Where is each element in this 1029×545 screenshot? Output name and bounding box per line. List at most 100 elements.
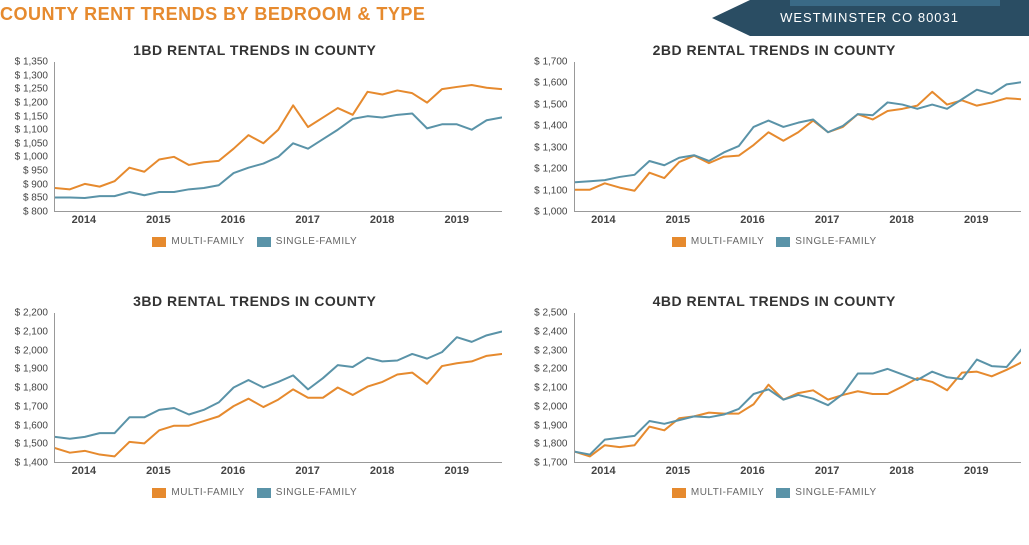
x-tick: 2016 (740, 214, 764, 226)
x-tick: 2017 (815, 214, 839, 226)
x-tick: 2018 (370, 465, 394, 477)
plot-area (54, 313, 502, 463)
plot-area (54, 62, 502, 212)
y-axis: $ 1,400$ 1,500$ 1,600$ 1,700$ 1,800$ 1,9… (4, 313, 54, 483)
legend: MULTI-FAMILY SINGLE-FAMILY (4, 487, 506, 501)
legend-label: SINGLE-FAMILY (795, 236, 876, 247)
legend-swatch (776, 488, 790, 498)
x-tick: 2019 (445, 465, 469, 477)
y-tick: $ 1,600 (15, 420, 48, 431)
y-tick: $ 1,000 (15, 152, 48, 163)
legend-swatch (672, 488, 686, 498)
plot-area-container: $ 1,000$ 1,100$ 1,200$ 1,300$ 1,400$ 1,5… (524, 62, 1026, 232)
legend-item-multi: MULTI-FAMILY (672, 487, 764, 498)
legend-item-multi: MULTI-FAMILY (672, 236, 764, 247)
chart-1bd: 1BD RENTAL TRENDS IN COUNTY $ 800 $ 850 $ 9… (0, 42, 510, 289)
legend-label: MULTI-FAMILY (171, 236, 244, 247)
x-tick: 2019 (964, 214, 988, 226)
legend-item-multi: MULTI-FAMILY (152, 487, 244, 498)
x-tick: 2014 (72, 465, 96, 477)
y-tick: $ 950 (23, 166, 48, 177)
legend-item-single: SINGLE-FAMILY (776, 236, 876, 247)
chart-title: 2BD RENTAL TRENDS IN COUNTY (524, 42, 1026, 58)
y-tick: $ 1,000 (534, 207, 567, 218)
charts-grid: 1BD RENTAL TRENDS IN COUNTY $ 800 $ 850 $ 9… (0, 36, 1029, 540)
y-tick: $ 2,400 (534, 326, 567, 337)
plot-area-container: $ 800 $ 850 $ 900 $ 950 $ 1,000 $ 1,050 $ 1,10… (4, 62, 506, 232)
x-tick: 2016 (221, 214, 245, 226)
y-tick: $ 1,150 (15, 111, 48, 122)
legend-label: MULTI-FAMILY (691, 487, 764, 498)
y-tick: $ 1,800 (15, 383, 48, 394)
legend-swatch (152, 237, 166, 247)
x-tick: 2014 (591, 465, 615, 477)
x-tick: 2018 (889, 214, 913, 226)
y-tick: $ 1,100 (534, 185, 567, 196)
y-tick: $ 1,800 (534, 439, 567, 450)
legend-swatch (257, 488, 271, 498)
y-tick: $ 1,400 (534, 121, 567, 132)
y-tick: $ 1,050 (15, 138, 48, 149)
x-tick: 2019 (445, 214, 469, 226)
y-tick: $ 900 (23, 179, 48, 190)
plot-area-container: $ 1,400$ 1,500$ 1,600$ 1,700$ 1,800$ 1,9… (4, 313, 506, 483)
x-tick: 2019 (964, 465, 988, 477)
y-tick: $ 1,200 (534, 164, 567, 175)
x-tick: 2017 (295, 465, 319, 477)
location-label: WESTMINSTER CO 80031 (780, 10, 959, 25)
y-tick: $ 1,200 (15, 97, 48, 108)
y-tick: $ 1,100 (15, 125, 48, 136)
y-tick: $ 2,200 (534, 364, 567, 375)
legend-label: MULTI-FAMILY (171, 487, 244, 498)
legend-swatch (257, 237, 271, 247)
x-tick: 2017 (295, 214, 319, 226)
legend-item-single: SINGLE-FAMILY (257, 487, 357, 498)
chart-svg (575, 313, 1022, 462)
legend-swatch (672, 237, 686, 247)
y-tick: $ 1,900 (534, 420, 567, 431)
chip-inner-box (790, 0, 1000, 6)
y-tick: $ 2,100 (15, 326, 48, 337)
legend: MULTI-FAMILY SINGLE-FAMILY (4, 236, 506, 250)
y-axis: $ 1,000$ 1,100$ 1,200$ 1,300$ 1,400$ 1,5… (524, 62, 574, 232)
y-tick: $ 1,500 (15, 439, 48, 450)
x-tick: 2015 (666, 214, 690, 226)
y-tick: $ 2,200 (15, 308, 48, 319)
y-tick: $ 1,300 (15, 70, 48, 81)
y-tick: $ 2,500 (534, 308, 567, 319)
y-tick: $ 1,600 (534, 78, 567, 89)
legend-label: SINGLE-FAMILY (795, 487, 876, 498)
plot-area (574, 62, 1022, 212)
legend-label: SINGLE-FAMILY (276, 236, 357, 247)
plot-area (574, 313, 1022, 463)
x-axis: 2014 2015 2016 2017 2018 2019 (54, 212, 502, 232)
x-tick: 2018 (370, 214, 394, 226)
chart-svg (55, 62, 502, 211)
legend-swatch (152, 488, 166, 498)
y-tick: $ 2,100 (534, 383, 567, 394)
y-tick: $ 1,350 (15, 57, 48, 68)
y-tick: $ 850 (23, 193, 48, 204)
chart-4bd: 4BD RENTAL TRENDS IN COUNTY $ 1,700 $ 1,80… (520, 293, 1029, 540)
x-tick: 2015 (146, 465, 170, 477)
x-tick: 2014 (591, 214, 615, 226)
chart-2bd: 2BD RENTAL TRENDS IN COUNTY $ 1,000 $ 1,10… (520, 42, 1029, 289)
y-tick: $ 1,700 (534, 57, 567, 68)
x-tick: 2015 (666, 465, 690, 477)
page-title: COUNTY RENT TRENDS BY BEDROOM & TYPE (0, 0, 425, 25)
y-tick: $ 1,700 (534, 458, 567, 469)
x-tick: 2014 (72, 214, 96, 226)
legend-item-multi: MULTI-FAMILY (152, 236, 244, 247)
legend-swatch (776, 237, 790, 247)
chart-title: 4BD RENTAL TRENDS IN COUNTY (524, 293, 1026, 309)
y-tick: $ 1,400 (15, 458, 48, 469)
chart-title: 1BD RENTAL TRENDS IN COUNTY (4, 42, 506, 58)
location-chip: WESTMINSTER CO 80031 (750, 0, 1029, 36)
legend-item-single: SINGLE-FAMILY (776, 487, 876, 498)
x-tick: 2015 (146, 214, 170, 226)
y-tick: $ 1,250 (15, 84, 48, 95)
y-tick: $ 800 (23, 207, 48, 218)
y-tick: $ 2,000 (15, 345, 48, 356)
chart-title: 3BD RENTAL TRENDS IN COUNTY (4, 293, 506, 309)
y-tick: $ 2,300 (534, 345, 567, 356)
